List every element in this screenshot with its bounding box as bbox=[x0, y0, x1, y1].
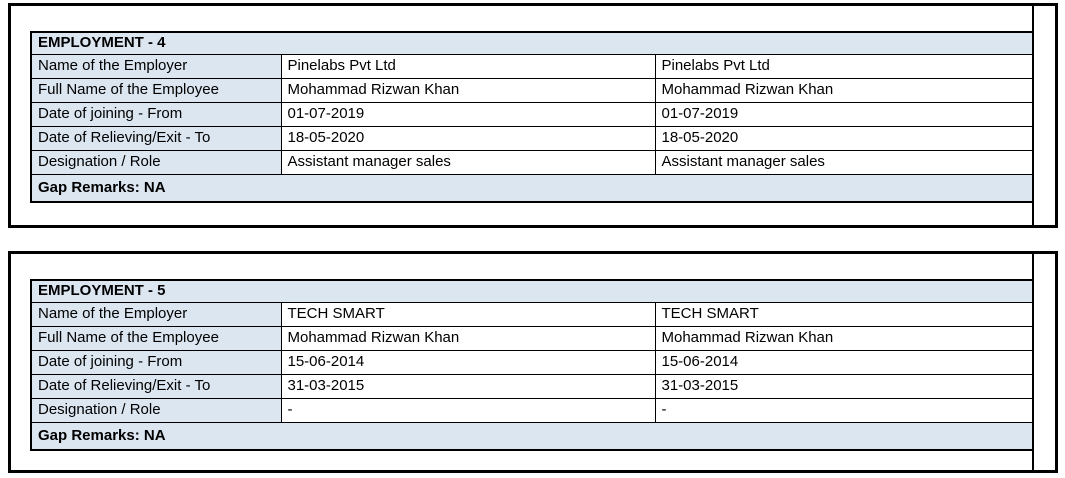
field-value-designation-2: - bbox=[654, 397, 1034, 423]
table-row: Date of Relieving/Exit - To 18-05-2020 1… bbox=[30, 125, 1034, 151]
field-value-date-relieving-2: 18-05-2020 bbox=[654, 125, 1034, 151]
field-value-employee-name-1: Mohammad Rizwan Khan bbox=[280, 325, 656, 351]
table-row: Gap Remarks: NA bbox=[30, 173, 1034, 203]
employment-5-table: EMPLOYMENT - 5 Name of the Employer TECH… bbox=[30, 279, 1034, 451]
field-value-designation-1: - bbox=[280, 397, 656, 423]
field-value-employer-2: TECH SMART bbox=[654, 301, 1034, 327]
field-value-designation-2: Assistant manager sales bbox=[654, 149, 1034, 175]
employment-4-table: EMPLOYMENT - 4 Name of the Employer Pine… bbox=[30, 31, 1034, 203]
field-value-date-relieving-1: 31-03-2015 bbox=[280, 373, 656, 399]
field-value-date-joining-1: 15-06-2014 bbox=[280, 349, 656, 375]
field-value-employer-1: Pinelabs Pvt Ltd bbox=[280, 53, 656, 79]
employment-4-block: EMPLOYMENT - 4 Name of the Employer Pine… bbox=[8, 3, 1058, 228]
employment-title: EMPLOYMENT - 4 bbox=[30, 31, 1034, 55]
field-label-employer: Name of the Employer bbox=[30, 301, 282, 327]
table-row: Full Name of the Employee Mohammad Rizwa… bbox=[30, 325, 1034, 351]
field-value-employer-2: Pinelabs Pvt Ltd bbox=[654, 53, 1034, 79]
field-label-designation: Designation / Role bbox=[30, 397, 282, 423]
table-row: EMPLOYMENT - 5 bbox=[30, 279, 1034, 303]
table-row: Date of Relieving/Exit - To 31-03-2015 3… bbox=[30, 373, 1034, 399]
table-row: Date of joining - From 15-06-2014 15-06-… bbox=[30, 349, 1034, 375]
employment-5-block: EMPLOYMENT - 5 Name of the Employer TECH… bbox=[8, 251, 1058, 473]
table-row: Name of the Employer TECH SMART TECH SMA… bbox=[30, 301, 1034, 327]
field-label-employer: Name of the Employer bbox=[30, 53, 282, 79]
field-value-employer-1: TECH SMART bbox=[280, 301, 656, 327]
table-row: Name of the Employer Pinelabs Pvt Ltd Pi… bbox=[30, 53, 1034, 79]
field-label-date-relieving: Date of Relieving/Exit - To bbox=[30, 373, 282, 399]
field-value-date-joining-2: 15-06-2014 bbox=[654, 349, 1034, 375]
table-row: Designation / Role Assistant manager sal… bbox=[30, 149, 1034, 175]
field-value-date-joining-2: 01-07-2019 bbox=[654, 101, 1034, 127]
field-label-employee-name: Full Name of the Employee bbox=[30, 77, 282, 103]
table-row: Full Name of the Employee Mohammad Rizwa… bbox=[30, 77, 1034, 103]
field-value-employee-name-2: Mohammad Rizwan Khan bbox=[654, 77, 1034, 103]
field-label-date-relieving: Date of Relieving/Exit - To bbox=[30, 125, 282, 151]
field-value-date-joining-1: 01-07-2019 bbox=[280, 101, 656, 127]
field-value-employee-name-1: Mohammad Rizwan Khan bbox=[280, 77, 656, 103]
field-value-employee-name-2: Mohammad Rizwan Khan bbox=[654, 325, 1034, 351]
field-label-employee-name: Full Name of the Employee bbox=[30, 325, 282, 351]
field-value-designation-1: Assistant manager sales bbox=[280, 149, 656, 175]
field-label-date-joining: Date of joining - From bbox=[30, 101, 282, 127]
gap-remarks: Gap Remarks: NA bbox=[30, 173, 1034, 203]
table-row: Date of joining - From 01-07-2019 01-07-… bbox=[30, 101, 1034, 127]
table-row: Designation / Role - - bbox=[30, 397, 1034, 423]
employment-title: EMPLOYMENT - 5 bbox=[30, 279, 1034, 303]
field-value-date-relieving-2: 31-03-2015 bbox=[654, 373, 1034, 399]
field-label-designation: Designation / Role bbox=[30, 149, 282, 175]
table-row: Gap Remarks: NA bbox=[30, 421, 1034, 451]
gap-remarks: Gap Remarks: NA bbox=[30, 421, 1034, 451]
table-row: EMPLOYMENT - 4 bbox=[30, 31, 1034, 55]
field-label-date-joining: Date of joining - From bbox=[30, 349, 282, 375]
field-value-date-relieving-1: 18-05-2020 bbox=[280, 125, 656, 151]
